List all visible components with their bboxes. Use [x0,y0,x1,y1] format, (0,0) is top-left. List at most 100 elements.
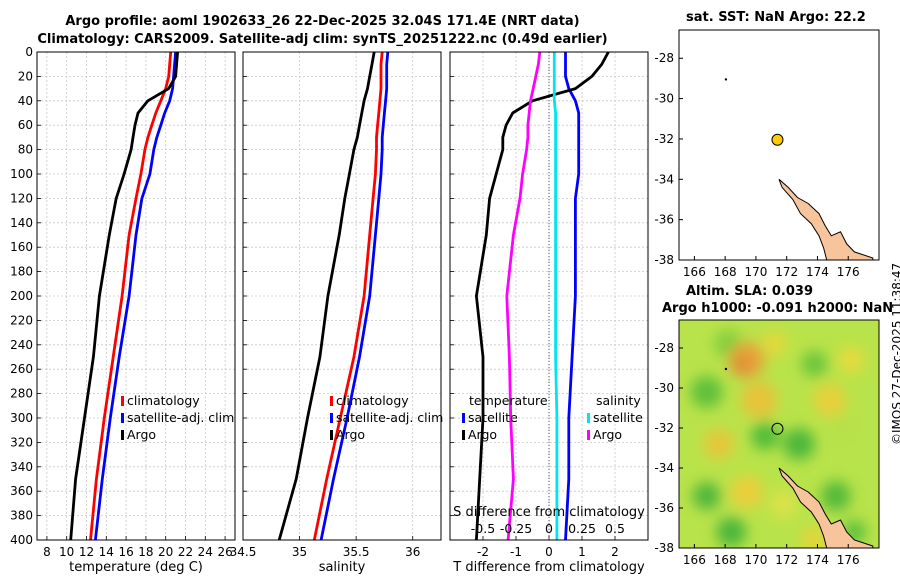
panel-difference [449,51,649,541]
top-axis-label-salinity-difference: S difference from climatology [453,505,645,520]
legend-diff-t-1-swatch [462,430,465,440]
series-diff-temperature-satellite [564,52,581,541]
land-north-island [778,467,874,549]
sla-anomaly-11 [829,415,856,441]
x-tick-label: -2 [477,545,489,559]
x-tick-label: 35.5 [343,545,370,559]
legend-temperature-2-swatch [121,430,124,440]
y-tick-label: 0 [25,45,33,59]
y-tick-label: 140 [10,216,33,230]
map-x-tick-label: 172 [775,265,798,279]
y-tick-label: 300 [10,411,33,425]
plot-border [36,51,236,541]
s-tick-label: 0.5 [605,521,625,536]
map-x-tick-label: 174 [806,553,829,567]
map-y-tick-label: -34 [654,172,674,186]
x-tick-label: 1 [578,545,586,559]
argo-position-marker [771,133,784,146]
series-satellite-adj-clim [94,51,177,541]
y-tick-label: 220 [10,313,33,327]
map-border [678,29,880,261]
y-tick-label: 360 [10,484,33,498]
y-tick-label: 200 [10,289,33,303]
legend-temperature-title: temperature [469,393,548,408]
plot-border [449,51,649,541]
series-diff-temperature-Argo [474,51,610,541]
y-tick-label: 260 [10,362,33,376]
legend-temperature-1-label: satellite-adj. clim [127,410,234,425]
y-tick-label: 180 [10,265,33,279]
sla-anomaly-10 [783,428,815,460]
y-tick-label: 120 [10,191,33,205]
map-x-tick-label: 166 [683,265,706,279]
sst-map [678,29,880,261]
y-tick-label: 100 [10,167,33,181]
legend-salinity-2-label: Argo [336,427,365,442]
series-Argo [69,51,179,541]
sla-anomaly-19 [731,357,750,375]
x-tick-label: 24 [198,545,213,559]
sla-anomaly-9 [751,422,780,450]
sla-anomaly-16 [716,517,747,547]
x-tick-label: 14 [99,545,114,559]
island-norfolk [724,78,728,81]
map-y-tick-label: -36 [654,501,674,515]
x-tick-label: 18 [138,545,153,559]
map-y-tick-label: -28 [654,341,674,355]
legend-salinity-1-swatch [330,413,333,423]
y-tick-label: 340 [10,460,33,474]
s-tick-label: 0.25 [568,521,596,536]
sla-anomaly-13 [730,476,763,508]
legend-diff-t-0-swatch [462,413,465,423]
s-tick-label: 0 [545,521,553,536]
legend-salinity-0-swatch [330,396,333,406]
map-y-tick-label: -30 [654,381,674,395]
x-tick-label: 35 [292,545,307,559]
legend-salinity-1-label: satellite-adj. clim [336,410,443,425]
sla-anomaly-5 [690,376,723,408]
y-tick-label: 280 [10,387,33,401]
x-tick-label: 22 [178,545,193,559]
sla-map-title-line1: Altim. SLA: 0.039 [686,284,813,299]
map-y-tick-label: -36 [654,213,674,227]
x-axis-label-temperature: temperature (deg C) [69,560,203,575]
series-sal-climatology [312,51,384,541]
panel-temperature [36,51,236,541]
map-y-tick-label: -32 [654,132,674,146]
map-x-tick-label: 170 [744,553,767,567]
y-tick-label: 40 [18,94,33,108]
map-x-tick-label: 176 [837,265,860,279]
series-diff-salinity-satellite [552,52,559,540]
plot-border [242,51,442,541]
map-border [678,319,880,549]
y-tick-label: 240 [10,338,33,352]
map-y-tick-label: -32 [654,421,674,435]
x-tick-label: 26 [217,545,232,559]
sla-anomaly-17 [801,527,828,548]
y-tick-label: 80 [18,143,33,157]
sla-anomaly-7 [813,384,846,416]
y-tick-label: 160 [10,240,33,254]
sla-anomaly-6 [741,382,777,418]
map-x-tick-label: 168 [714,265,737,279]
imos-timestamp: ©IMOS 27-Dec-2025 11:38:47 [890,262,900,445]
legend-diff-s-0-swatch [587,413,590,423]
y-tick-label: 320 [10,435,33,449]
sla-anomaly-8 [704,429,734,459]
x-tick-label: 34.5 [230,545,257,559]
map-y-tick-label: -34 [654,461,674,475]
panel-salinity [242,51,442,541]
legend-temperature-0-swatch [121,396,124,406]
sla-anomaly-14 [769,490,798,518]
sla-map [678,319,880,549]
y-tick-label: 400 [10,533,33,547]
sst-map-title: sat. SST: NaN Argo: 22.2 [686,10,866,25]
series-climatology [89,51,173,541]
legend-diff-s-1-swatch [587,430,590,440]
figure-title-line1: Argo profile: aoml 1902633_26 22-Dec-202… [65,14,580,29]
x-tick-label: 20 [158,545,173,559]
map-x-tick-label: 168 [714,553,737,567]
x-tick-label: 10 [59,545,74,559]
legend-diff-s-1-label: Argo [593,427,622,442]
